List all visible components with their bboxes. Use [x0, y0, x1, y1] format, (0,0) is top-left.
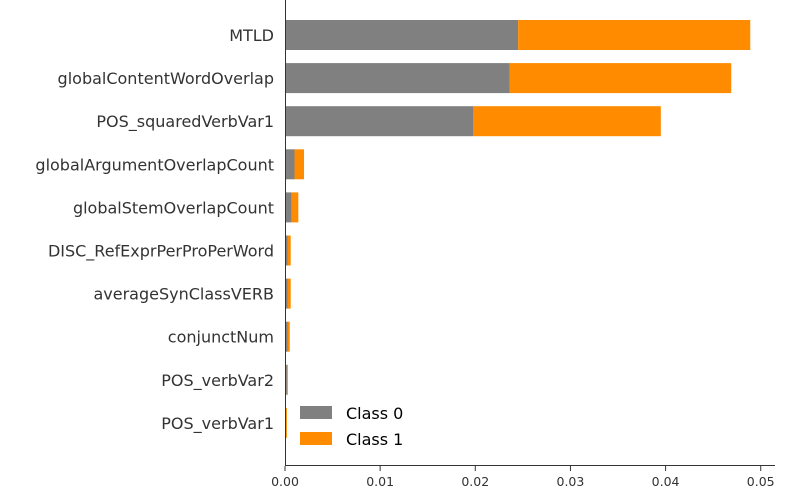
bar-class-1-globalcontentwordoverlap	[509, 63, 732, 94]
category-label-mtld: MTLD	[229, 26, 274, 45]
bar-class-1-mtld	[518, 20, 751, 50]
bar-class-1-averagesynclassverb	[287, 278, 291, 309]
category-label-globalargumentoverlapcount: globalArgumentOverlapCount	[35, 155, 274, 174]
x-tick-label-0-00: 0.00	[271, 474, 299, 489]
x-tick-label-0-02: 0.02	[461, 474, 489, 489]
bar-class-0-pos-squaredverbvar1	[285, 106, 474, 137]
category-label-pos-verbvar2: POS_verbVar2	[161, 371, 274, 391]
bar-class-1-globalargumentoverlapcount	[294, 149, 305, 180]
bar-class-0-globalargumentoverlapcount	[285, 149, 295, 180]
x-tick-label-0-01: 0.01	[366, 474, 394, 489]
x-tick-label-0-04: 0.04	[652, 474, 680, 489]
bar-class-0-conjunctnum	[285, 321, 288, 352]
legend-swatch-class-1	[300, 432, 332, 445]
bar-class-0-globalcontentwordoverlap	[285, 63, 510, 94]
legend-label-class-0: Class 0	[346, 404, 403, 423]
legend-label-class-1: Class 1	[346, 430, 403, 449]
category-label-conjunctnum: conjunctNum	[168, 328, 274, 347]
bar-class-1-pos-verbvar1	[285, 407, 287, 438]
category-label-averagesynclassverb: averageSynClassVERB	[93, 285, 274, 304]
bar-class-1-pos-verbvar2	[286, 364, 288, 395]
bar-class-1-conjunctnum	[287, 321, 290, 352]
bar-class-0-mtld	[285, 20, 519, 50]
legend: Class 0 Class 1	[300, 404, 403, 449]
bar-class-0-disc-refexprperproperword	[285, 235, 288, 266]
category-labels: MTLD globalContentWordOverlap POS_squaredV…	[35, 26, 274, 434]
category-label-globalstemoverlapcount: globalStemOverlapCount	[73, 198, 274, 217]
legend-swatch-class-0	[300, 406, 332, 419]
bars-group	[285, 20, 751, 438]
category-label-pos-verbvar1: POS_verbVar1	[161, 414, 274, 434]
category-label-globalcontentwordoverlap: globalContentWordOverlap	[58, 69, 274, 88]
bar-class-1-globalstemoverlapcount	[291, 192, 299, 223]
bar-class-1-disc-refexprperproperword	[287, 235, 291, 266]
x-tick-label-0-05: 0.05	[747, 474, 775, 489]
bar-class-0-globalstemoverlapcount	[285, 192, 292, 223]
bar-class-0-averagesynclassverb	[285, 278, 288, 309]
bar-class-1-pos-squaredverbvar1	[473, 106, 661, 137]
x-tick-label-0-03: 0.03	[557, 474, 585, 489]
category-label-pos-squaredverbvar1: POS_squaredVerbVar1	[96, 112, 274, 132]
category-label-disc-refexprperproperword: DISC_RefExprPerProPerWord	[48, 242, 274, 262]
x-axis-ticks: 0.00 0.01 0.02 0.03 0.04 0.05	[271, 466, 775, 489]
